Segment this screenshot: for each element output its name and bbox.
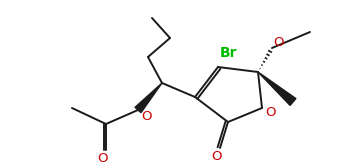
Text: O: O xyxy=(211,150,221,162)
Polygon shape xyxy=(135,83,162,113)
Text: O: O xyxy=(141,110,151,122)
Text: O: O xyxy=(97,152,107,164)
Text: Br: Br xyxy=(220,46,237,60)
Text: O: O xyxy=(273,35,284,49)
Polygon shape xyxy=(258,72,296,105)
Text: O: O xyxy=(265,106,276,118)
